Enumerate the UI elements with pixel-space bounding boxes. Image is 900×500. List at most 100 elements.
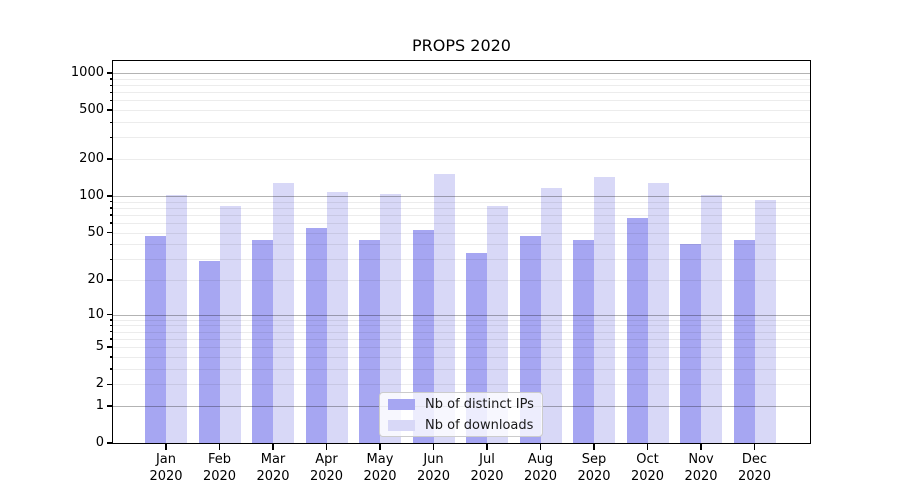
bar-downloads-nov (701, 195, 722, 443)
x-tick-mark (700, 444, 702, 450)
legend-item-distinct-ips: Nb of distinct IPs (388, 397, 534, 412)
minor-gridline-30 (113, 259, 810, 261)
y-tick-label-1: 1 (95, 397, 104, 413)
minor-gridline-90 (113, 201, 810, 203)
y-minor-tick-mark (110, 136, 113, 139)
minor-gridline-400 (113, 122, 810, 123)
y-minor-tick-mark (110, 356, 113, 358)
minor-gridline-7 (113, 331, 810, 333)
y-minor-tick-mark (110, 91, 113, 93)
x-tick-label-oct: Oct 2020 (630, 452, 665, 484)
x-tick-mark (539, 444, 542, 450)
minor-gridline-4 (113, 356, 810, 358)
bar-downloads-may (380, 193, 401, 443)
minor-gridline-300 (113, 137, 810, 139)
minor-gridline-3 (113, 368, 810, 370)
bar-distinct-ips-oct (626, 217, 648, 443)
bar-distinct-ips-feb (198, 260, 220, 443)
x-tick-mark (432, 444, 435, 450)
bar-downloads-oct (647, 183, 669, 443)
bar-distinct-ips-may (359, 240, 380, 443)
bar-distinct-ips-apr (305, 228, 327, 443)
y-minor-tick-mark (110, 84, 113, 86)
y-minor-tick-mark (110, 99, 113, 102)
minor-gridline-50 (113, 232, 810, 234)
minor-gridline-40 (113, 244, 810, 246)
y-tick-mark (107, 195, 113, 197)
x-tick-mark (379, 444, 381, 450)
major-gridline-10 (113, 314, 810, 316)
y-minor-tick-mark (110, 232, 113, 234)
y-tick-label-1000: 1000 (70, 65, 104, 80)
bar-distinct-ips-nov (680, 244, 701, 443)
y-minor-tick-mark (110, 258, 113, 260)
y-tick-label-5: 5 (95, 339, 104, 355)
y-minor-tick-mark (110, 222, 113, 224)
y-tick-mark (107, 405, 113, 407)
legend-label-downloads: Nb of downloads (425, 417, 534, 433)
x-tick-mark (325, 444, 328, 450)
y-tick-label-200: 200 (79, 151, 104, 166)
y-tick-label-100: 100 (79, 187, 104, 203)
minor-gridline-900 (113, 78, 810, 80)
legend: Nb of distinct IPs Nb of downloads (379, 392, 543, 437)
y-tick-label-500: 500 (79, 102, 104, 118)
y-tick-mark (107, 313, 113, 316)
y-minor-tick-mark (110, 279, 113, 281)
y-minor-tick-mark (110, 331, 113, 333)
x-tick-mark (593, 444, 595, 450)
y-tick-label-0: 0 (95, 435, 104, 450)
y-minor-tick-mark (110, 109, 113, 111)
x-tick-label-may: May 2020 (363, 452, 397, 484)
y-minor-tick-mark (110, 158, 113, 160)
major-gridline-1000 (113, 73, 810, 74)
y-tick-label-50: 50 (87, 224, 104, 240)
plot-area (113, 61, 810, 443)
x-tick-label-jan: Jan 2020 (149, 452, 183, 484)
minor-gridline-6 (113, 338, 810, 340)
x-tick-label-aug: Aug 2020 (523, 452, 558, 484)
legend-swatch-downloads (388, 419, 415, 431)
bar-downloads-sep (594, 176, 615, 443)
legend-swatch-distinct-ips (388, 398, 415, 410)
x-tick-mark (165, 444, 167, 450)
x-tick-label-dec: Dec 2020 (737, 452, 772, 484)
bar-downloads-apr (326, 192, 348, 443)
x-tick-mark (272, 444, 274, 450)
minor-gridline-700 (113, 92, 810, 94)
y-minor-tick-mark (110, 368, 113, 370)
x-tick-label-sep: Sep 2020 (577, 452, 611, 484)
y-tick-label-10: 10 (87, 306, 104, 322)
x-tick-mark (646, 444, 649, 450)
x-tick-mark (753, 444, 756, 450)
bar-downloads-jul (487, 205, 508, 443)
x-tick-label-jun: Jun 2020 (416, 452, 451, 484)
bar-distinct-ips-jan (145, 235, 166, 443)
minor-gridline-5 (113, 347, 810, 349)
legend-label-distinct-ips: Nb of distinct IPs (425, 396, 534, 412)
bar-distinct-ips-jun (412, 230, 434, 443)
bar-distinct-ips-aug (519, 235, 541, 443)
minor-gridline-8 (113, 325, 810, 327)
minor-gridline-500 (113, 110, 810, 112)
y-minor-tick-mark (110, 214, 113, 216)
x-tick-label-apr: Apr 2020 (309, 452, 344, 484)
y-minor-tick-mark (110, 207, 113, 209)
bar-downloads-jun (433, 174, 455, 443)
y-minor-tick-mark (110, 319, 113, 321)
y-minor-tick-mark (110, 121, 113, 123)
x-tick-mark (486, 444, 488, 450)
y-minor-tick-mark (110, 78, 113, 80)
y-minor-tick-mark (110, 338, 113, 340)
minor-gridline-20 (113, 280, 810, 281)
y-tick-label-2: 2 (95, 376, 104, 392)
bar-distinct-ips-mar (252, 240, 273, 443)
y-tick-mark (107, 72, 113, 74)
y-tick-mark (107, 442, 113, 444)
minor-gridline-800 (113, 85, 810, 86)
bar-downloads-dec (754, 200, 776, 443)
x-tick-mark (218, 444, 221, 450)
chart-title: PROPS 2020 (412, 36, 511, 55)
x-tick-label-feb: Feb 2020 (202, 452, 237, 484)
